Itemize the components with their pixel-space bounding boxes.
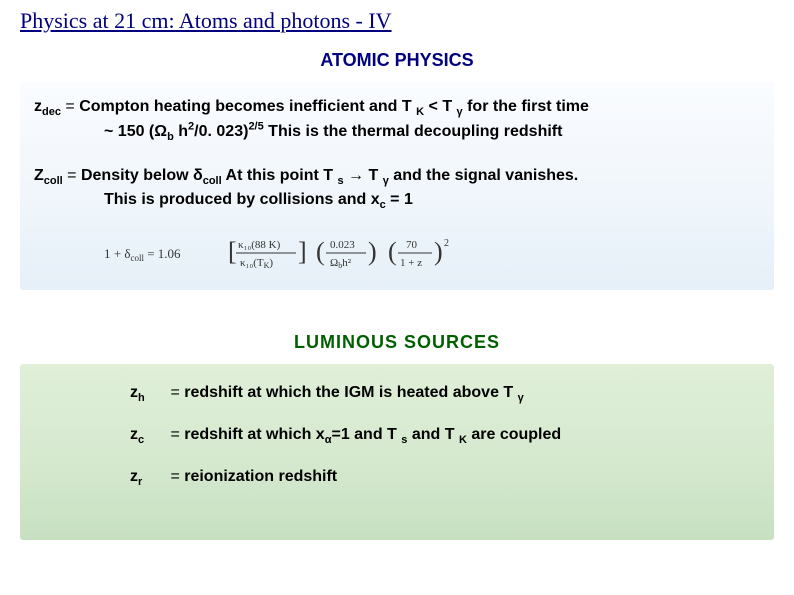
z-c-definition: zc = redshift at which xα=1 and T s and …: [130, 426, 760, 446]
z-dec-definition: zdec = Compton heating becomes inefficie…: [34, 96, 760, 145]
luminous-sources-box: zh = redshift at which the IGM is heated…: [20, 364, 774, 540]
z-dec-lhs: zdec: [34, 98, 61, 115]
z-dec-eq: =: [61, 98, 79, 115]
delta-coll-formula: 1 + δcoll = 1.06 [ κ₁₀(88 K) κ₁₀(TK) ] (…: [104, 233, 760, 273]
z-coll-lhs: Zcoll: [34, 167, 63, 184]
svg-text:2: 2: [444, 238, 449, 249]
z-h-definition: zh = redshift at which the IGM is heated…: [130, 384, 760, 404]
atomic-physics-box: zdec = Compton heating becomes inefficie…: [20, 82, 774, 290]
svg-text:70: 70: [406, 239, 418, 251]
svg-text:]: ]: [298, 237, 307, 266]
svg-text:0.023: 0.023: [330, 239, 355, 251]
svg-text:[: [: [228, 237, 237, 266]
z-dec-rhs-a: Compton heating becomes inefficient and …: [79, 98, 416, 115]
svg-text:1 + z: 1 + z: [400, 257, 422, 269]
z-coll-definition: Zcoll = Density below δcoll At this poin…: [34, 165, 760, 213]
svg-text:): ): [368, 237, 377, 266]
svg-text:(: (: [388, 237, 397, 266]
formula-prefix: 1 + δcoll = 1.06: [104, 246, 181, 263]
svg-text:κ₁₀(88 K): κ₁₀(88 K): [238, 239, 281, 251]
atomic-physics-heading: ATOMIC PHYSICS: [0, 50, 794, 71]
z-r-definition: zr = reionization redshift: [130, 468, 760, 488]
svg-text:): ): [434, 237, 443, 266]
z-coll-eq: =: [63, 167, 81, 184]
svg-text:κ₁₀(TK): κ₁₀(TK): [240, 257, 273, 270]
luminous-sources-heading: LUMINOUS SOURCES: [0, 332, 794, 353]
page-title: Physics at 21 cm: Atoms and photons - IV: [20, 8, 392, 34]
svg-text:Ωbh²: Ωbh²: [330, 257, 352, 270]
svg-text:(: (: [316, 237, 325, 266]
